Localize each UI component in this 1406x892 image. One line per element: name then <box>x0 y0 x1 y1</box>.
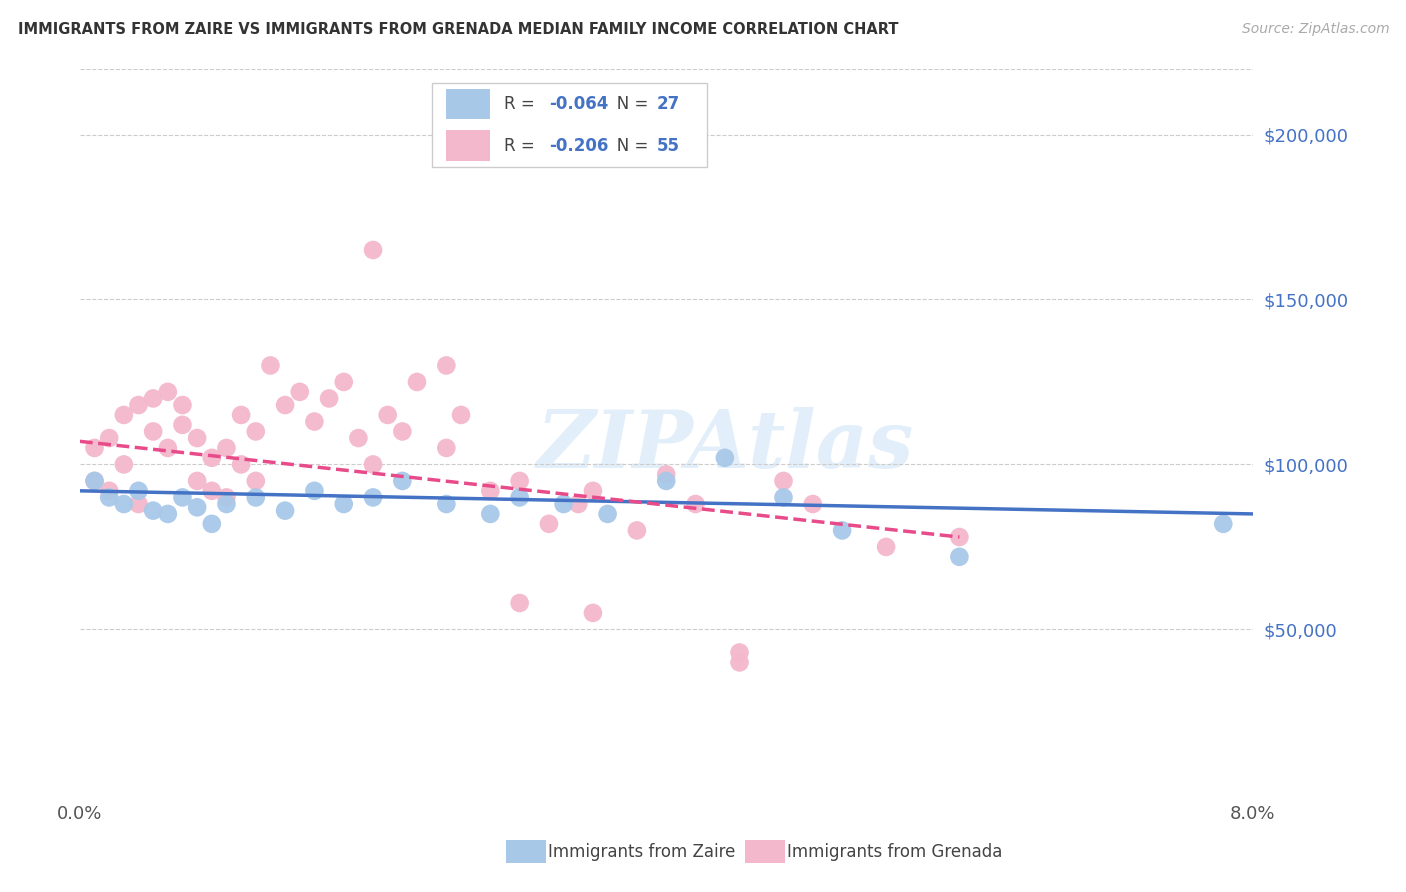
Point <box>434 497 457 511</box>
Text: -0.064: -0.064 <box>548 95 609 113</box>
Point <box>728 656 751 670</box>
Text: IMMIGRANTS FROM ZAIRE VS IMMIGRANTS FROM GRENADA MEDIAN FAMILY INCOME CORRELATIO: IMMIGRANTS FROM ZAIRE VS IMMIGRANTS FROM… <box>18 22 898 37</box>
Point <box>142 425 165 439</box>
Point <box>304 415 326 429</box>
Bar <box>446 88 491 120</box>
Text: Immigrants from Zaire: Immigrants from Zaire <box>548 843 735 861</box>
Point <box>434 441 457 455</box>
Point <box>172 417 194 432</box>
Point <box>156 441 179 455</box>
Point <box>434 359 457 373</box>
Point <box>274 398 297 412</box>
Point <box>215 497 238 511</box>
Point <box>948 549 970 564</box>
Text: Source: ZipAtlas.com: Source: ZipAtlas.com <box>1241 22 1389 37</box>
Point <box>245 474 267 488</box>
Point <box>553 497 575 511</box>
Point <box>186 474 208 488</box>
Point <box>229 458 252 472</box>
Point <box>215 441 238 455</box>
Point <box>537 516 560 531</box>
Point <box>479 483 502 498</box>
Point <box>479 507 502 521</box>
Point <box>83 474 105 488</box>
Point <box>201 483 224 498</box>
Text: -0.206: -0.206 <box>548 136 609 154</box>
Bar <box>432 83 707 167</box>
Point <box>509 491 531 505</box>
Point <box>361 458 384 472</box>
Point <box>98 483 121 498</box>
Text: ZIPAtlas: ZIPAtlas <box>536 408 914 484</box>
Text: N =: N = <box>600 136 654 154</box>
Point <box>304 483 326 498</box>
Point <box>450 408 472 422</box>
Point <box>274 503 297 517</box>
Point <box>509 596 531 610</box>
Point <box>875 540 897 554</box>
Point <box>186 500 208 515</box>
Point <box>172 491 194 505</box>
Point <box>172 398 194 412</box>
Point <box>361 243 384 257</box>
Text: 27: 27 <box>657 95 681 113</box>
Point <box>318 392 340 406</box>
Point <box>128 398 150 412</box>
Point <box>186 431 208 445</box>
Point <box>582 606 605 620</box>
Point <box>156 507 179 521</box>
Point <box>1212 516 1234 531</box>
Point <box>406 375 429 389</box>
Point <box>156 384 179 399</box>
Point <box>377 408 399 422</box>
Point <box>245 425 267 439</box>
Point <box>245 491 267 505</box>
Point <box>772 491 794 505</box>
Point <box>142 392 165 406</box>
Point <box>948 530 970 544</box>
Text: Immigrants from Grenada: Immigrants from Grenada <box>787 843 1002 861</box>
Point <box>112 458 135 472</box>
Text: R =: R = <box>505 136 540 154</box>
Point <box>596 507 619 521</box>
Point <box>288 384 311 399</box>
Point <box>83 441 105 455</box>
Point <box>626 524 648 538</box>
Point <box>655 467 678 482</box>
Text: R =: R = <box>505 95 540 113</box>
Point <box>98 491 121 505</box>
Point <box>714 450 737 465</box>
Point <box>128 483 150 498</box>
Point <box>728 646 751 660</box>
Point <box>201 450 224 465</box>
Point <box>98 431 121 445</box>
Point <box>332 375 354 389</box>
Point <box>509 474 531 488</box>
Bar <box>446 130 491 161</box>
Point <box>112 408 135 422</box>
Text: N =: N = <box>600 95 654 113</box>
Point <box>142 503 165 517</box>
Point <box>347 431 370 445</box>
Point <box>582 483 605 498</box>
Point <box>259 359 281 373</box>
Point <box>332 497 354 511</box>
Point <box>391 474 413 488</box>
Point <box>391 425 413 439</box>
Point <box>772 474 794 488</box>
Point <box>215 491 238 505</box>
Point <box>685 497 707 511</box>
Point <box>128 497 150 511</box>
Point <box>112 497 135 511</box>
Text: 55: 55 <box>657 136 681 154</box>
Point <box>201 516 224 531</box>
Point <box>83 474 105 488</box>
Point <box>655 474 678 488</box>
Point <box>801 497 824 511</box>
Point <box>831 524 853 538</box>
Point <box>229 408 252 422</box>
Point <box>567 497 589 511</box>
Point <box>361 491 384 505</box>
